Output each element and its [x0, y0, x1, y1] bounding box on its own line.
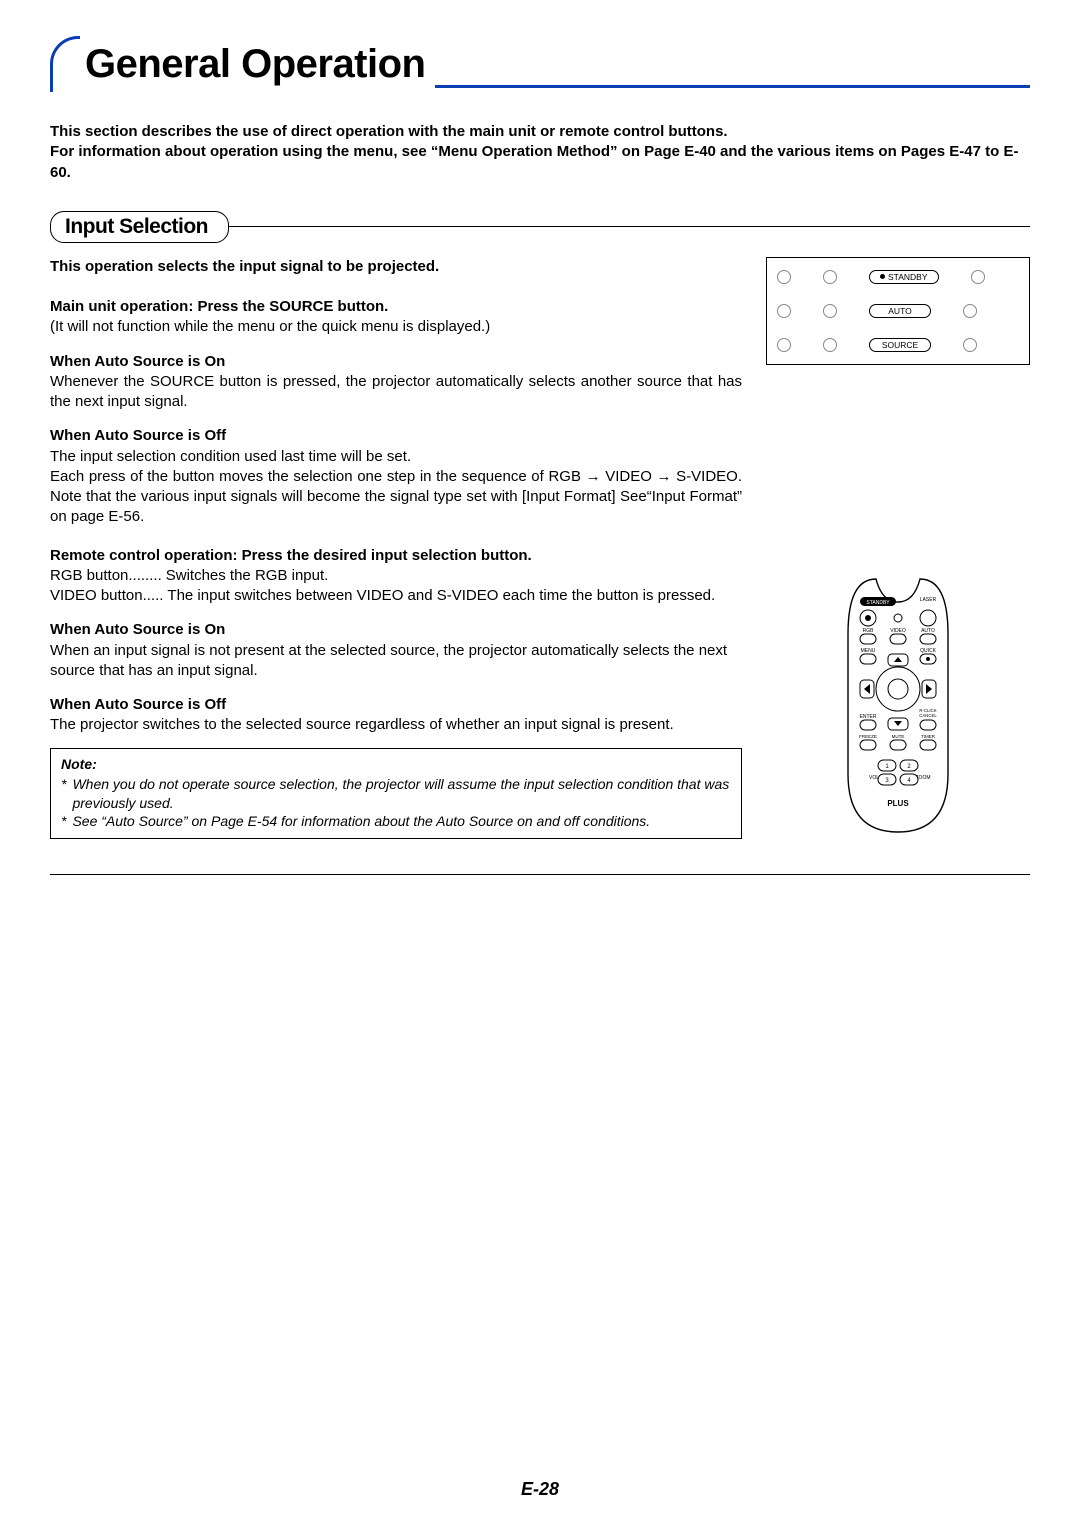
video-button-row: VIDEO button ..... The input switches be… [50, 586, 742, 606]
bullet-star: * [61, 775, 66, 811]
indicator-icon [777, 270, 791, 284]
button-panel-column: STANDBY AUTO SOURCE [766, 257, 1030, 528]
page-title-bar: General Operation [50, 36, 1030, 92]
remote-enter-label: ENTER [860, 714, 877, 720]
note-text: When you do not operate source selection… [72, 775, 731, 811]
content-row-1: This operation selects the input signal … [50, 257, 1030, 528]
note-item: * See “Auto Source” on Page E-54 for info… [61, 812, 731, 830]
dots: ..... [143, 586, 164, 606]
remote-laser-label: LASER [920, 597, 937, 603]
lead-text: This operation selects the input signal … [50, 257, 742, 277]
auto-on2-head: When Auto Source is On [50, 620, 742, 640]
remote-control-diagram: STANDBY LASER RGB VIDEO AUTO MENU QUICK [838, 574, 958, 844]
video-text: The input switches between VIDEO and S-V… [163, 586, 742, 606]
panel-row-source: SOURCE [777, 338, 1019, 352]
standby-button[interactable]: STANDBY [869, 270, 939, 284]
remote-timer-label: TIMER [921, 734, 936, 739]
note-title: Note: [61, 755, 731, 774]
indicator-icon [823, 304, 837, 318]
auto-on-head: When Auto Source is On [50, 352, 742, 372]
panel-row-standby: STANDBY [777, 270, 1019, 284]
indicator-icon [823, 270, 837, 284]
indicator-icon [971, 270, 985, 284]
remote-auto-label: AUTO [921, 628, 935, 634]
auto-on2-text: When an input signal is not present at t… [50, 641, 742, 682]
remote-video-label: VIDEO [890, 628, 906, 634]
remote-plus-label: PLUS [887, 799, 909, 808]
auto-on-text: Whenever the SOURCE button is pressed, t… [50, 372, 742, 413]
title-curve [50, 36, 80, 92]
note-text: See “Auto Source” on Page E-54 for infor… [72, 812, 650, 830]
auto-off-head: When Auto Source is Off [50, 426, 742, 446]
source-label: SOURCE [882, 340, 918, 350]
auto-off2-text: The projector switches to the selected s… [50, 715, 742, 735]
indicator-icon [777, 304, 791, 318]
page-title: General Operation [77, 42, 435, 87]
indicator-icon [777, 338, 791, 352]
auto-off-text2: Each press of the button moves the selec… [50, 467, 742, 528]
rgb-label: RGB button [50, 566, 128, 586]
auto-button[interactable]: AUTO [869, 304, 931, 318]
rgb-button-row: RGB button ........ Switches the RGB inp… [50, 566, 742, 586]
panel-row-auto: AUTO [777, 304, 1019, 318]
auto-label: AUTO [888, 306, 911, 316]
dot-icon [880, 274, 885, 279]
indicator-icon [823, 338, 837, 352]
note-box: Note: *When you do not operate source se… [50, 748, 742, 839]
video-label: VIDEO button [50, 586, 143, 606]
main-unit-note: (It will not function while the menu or … [50, 317, 742, 337]
source-button[interactable]: SOURCE [869, 338, 931, 352]
remote-standby-label: STANDBY [866, 600, 890, 606]
remote-freeze-label: FREEZE [859, 734, 877, 739]
remote-control-column: STANDBY LASER RGB VIDEO AUTO MENU QUICK [766, 574, 1030, 844]
text-column-2: Remote control operation: Press the desi… [50, 546, 742, 844]
remote-mute-label: MUTE [892, 734, 905, 739]
remote-quick-label: QUICK [920, 648, 937, 654]
dots: ........ [128, 566, 161, 586]
bullet-star: * [61, 812, 66, 830]
remote-rgb-label: RGB [863, 628, 875, 634]
main-unit-head: Main unit operation: Press the SOURCE bu… [50, 297, 742, 317]
remote-menu-label: MENU [861, 648, 876, 654]
section-rule [219, 226, 1030, 227]
auto-off-text1: The input selection condition used last … [50, 447, 742, 467]
section-pill: Input Selection [50, 211, 229, 243]
standby-label: STANDBY [888, 272, 928, 282]
remote-head: Remote control operation: Press the desi… [50, 546, 742, 566]
intro-text: This section describes the use of direct… [50, 122, 1030, 183]
title-underline [435, 85, 1030, 88]
indicator-icon [963, 304, 977, 318]
rgb-text: Switches the RGB input. [162, 566, 742, 586]
content-row-2: Remote control operation: Press the desi… [50, 546, 1030, 844]
remote-cancel-label: CANCEL [919, 713, 937, 718]
note-item: *When you do not operate source selectio… [61, 775, 731, 811]
section-header-row: Input Selection [50, 211, 1030, 243]
indicator-icon [963, 338, 977, 352]
text-column-1: This operation selects the input signal … [50, 257, 742, 528]
main-unit-button-panel: STANDBY AUTO SOURCE [766, 257, 1030, 365]
section-divider [50, 874, 1030, 875]
auto-off2-head: When Auto Source is Off [50, 695, 742, 715]
page-number: E-28 [0, 1479, 1080, 1500]
